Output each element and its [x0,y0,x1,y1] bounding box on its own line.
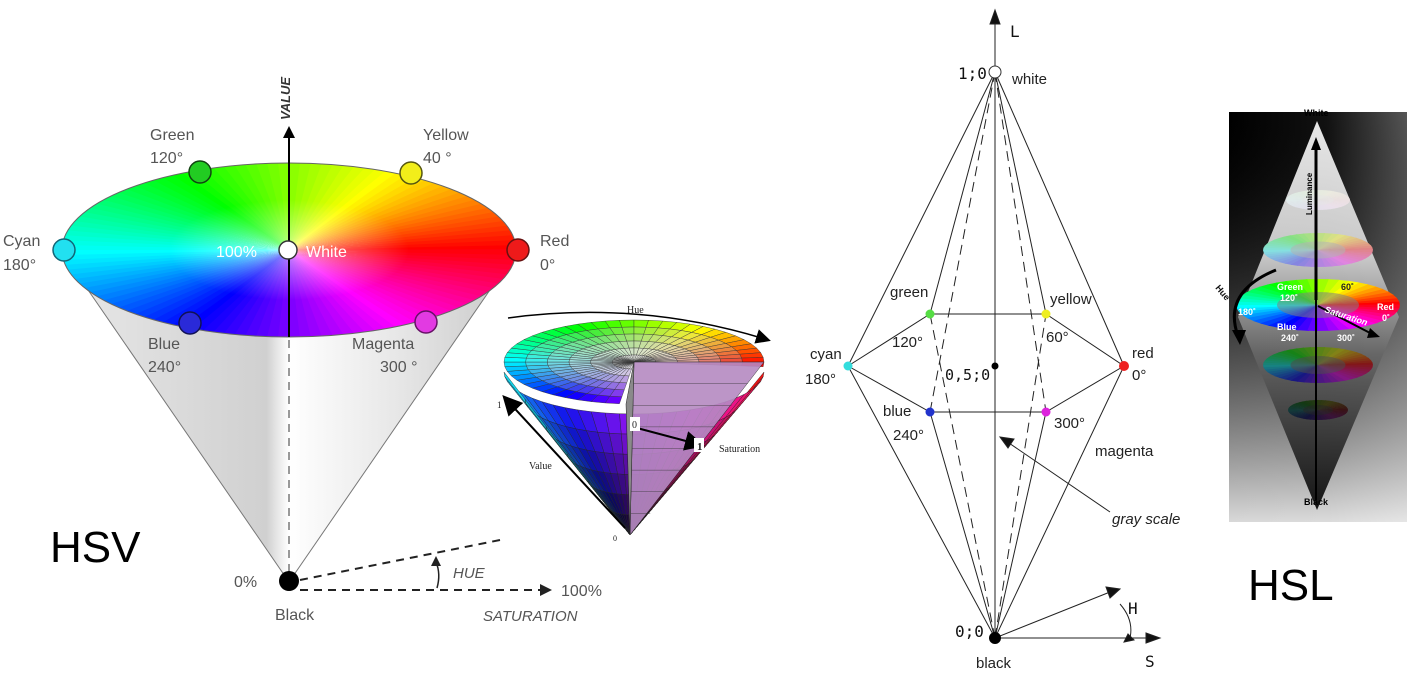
bottom-percent: 0% [234,574,257,591]
bottom-black-label: Black [275,607,315,624]
saturation-label: SATURATION [483,608,578,625]
hsl-green-deg: 120˚ [1280,293,1298,303]
red-line-angle: 0° [1132,367,1146,384]
center-node [991,362,999,370]
cyan-point [52,238,76,262]
red-label: Red [540,233,569,250]
blue-point [178,311,202,335]
magenta-line-label: magenta [1095,443,1154,460]
magenta-line-angle: 300° [1054,415,1085,432]
blue-node [925,407,935,417]
hue-label: HUE [453,565,486,582]
bottom-coord: 0;0 [955,622,984,641]
green-angle: 120° [150,150,183,167]
green-line-angle: 120° [892,334,923,351]
hsl-line-labels: L S H 1;0 white 0;0 black 0,5;0 gray sca… [805,22,1180,672]
value-zero-label: 0 [613,534,617,543]
red-line-label: red [1132,345,1154,362]
blue-angle: 240° [148,359,181,376]
hsl-title: HSL [1248,561,1334,610]
yellow-node [1041,309,1051,319]
blue-line-angle: 240° [893,427,924,444]
green-point [188,160,212,184]
yellow-point [399,161,423,185]
hsl-line-diagram [847,8,1162,644]
magenta-angle: 300 ° [380,359,418,376]
cyan-label: Cyan [3,233,40,250]
saturation-percent: 100% [561,583,602,600]
black-node [989,632,1001,644]
hsl-white-label: White [1304,108,1329,118]
green-node [925,309,935,319]
white-node [988,65,1002,79]
top-coord: 1;0 [958,64,987,83]
magenta-point [414,310,438,334]
green-line-label: green [890,284,928,301]
hsl-deg-300: 300˚ [1337,333,1355,343]
value-3d-label: Value [529,461,552,472]
hue-3d-label: Hue [627,305,644,316]
cyan-line-label: cyan [810,346,842,363]
hsl-red-label: Red [1377,302,1394,312]
saturation-3d-label: Saturation [719,444,760,455]
cyan-node [843,361,853,371]
yellow-label: Yellow [423,127,469,144]
value-max-label: 1 [497,400,502,410]
hsv-3d-cone: Hue Value Saturation 1 1 0 0 [497,305,771,543]
hsl-deg-180: 180˚ [1238,307,1256,317]
saturation-max-label: 1 [697,441,703,453]
cyan-line-angle: 180° [805,371,836,388]
red-point [506,238,530,262]
hsl-black-label: Black [1304,497,1329,507]
top-white-label: white [1011,71,1047,88]
l-axis-label: L [1010,22,1020,41]
value-axis-label: VALUE [278,77,293,120]
h-axis-label: H [1128,599,1138,618]
hsv-title: HSV [50,523,141,572]
magenta-node [1041,407,1051,417]
yellow-line-label: yellow [1050,291,1092,308]
red-node [1119,361,1129,371]
red-angle: 0° [540,257,555,274]
center-coord: 0,5;0 [945,366,990,384]
yellow-angle: 40 ° [423,150,452,167]
hsl-blue-label: Blue [1277,322,1297,332]
hsl-line-points [843,65,1129,644]
hsl-green-label: Green [1277,282,1303,292]
blue-line-label: blue [883,403,911,420]
center-white-label: White [306,244,347,261]
cyan-angle: 180° [3,257,36,274]
hsl-cone: White Black Luminance Hue Green 120˚ 60˚… [1213,108,1407,522]
magenta-label: Magenta [352,336,414,353]
gray-scale-label: gray scale [1112,511,1180,528]
white-point [278,240,298,260]
s-axis-label: S [1145,652,1155,671]
yellow-line-angle: 60° [1046,329,1069,346]
hsl-deg-60: 60˚ [1341,282,1354,292]
luminance-label: Luminance [1305,172,1314,215]
green-label: Green [150,127,194,144]
bottom-black-label: black [976,655,1012,672]
center-percent: 100% [216,244,257,261]
hsv-cone: VALUE Green 120° Yellow 40 ° Cyan 180° R… [3,77,602,625]
blue-label: Blue [148,336,180,353]
hsl-blue-deg: 240˚ [1281,333,1299,343]
hsl-red-deg: 0˚ [1382,313,1390,323]
saturation-zero-label: 0 [632,420,637,431]
black-point [279,571,299,591]
